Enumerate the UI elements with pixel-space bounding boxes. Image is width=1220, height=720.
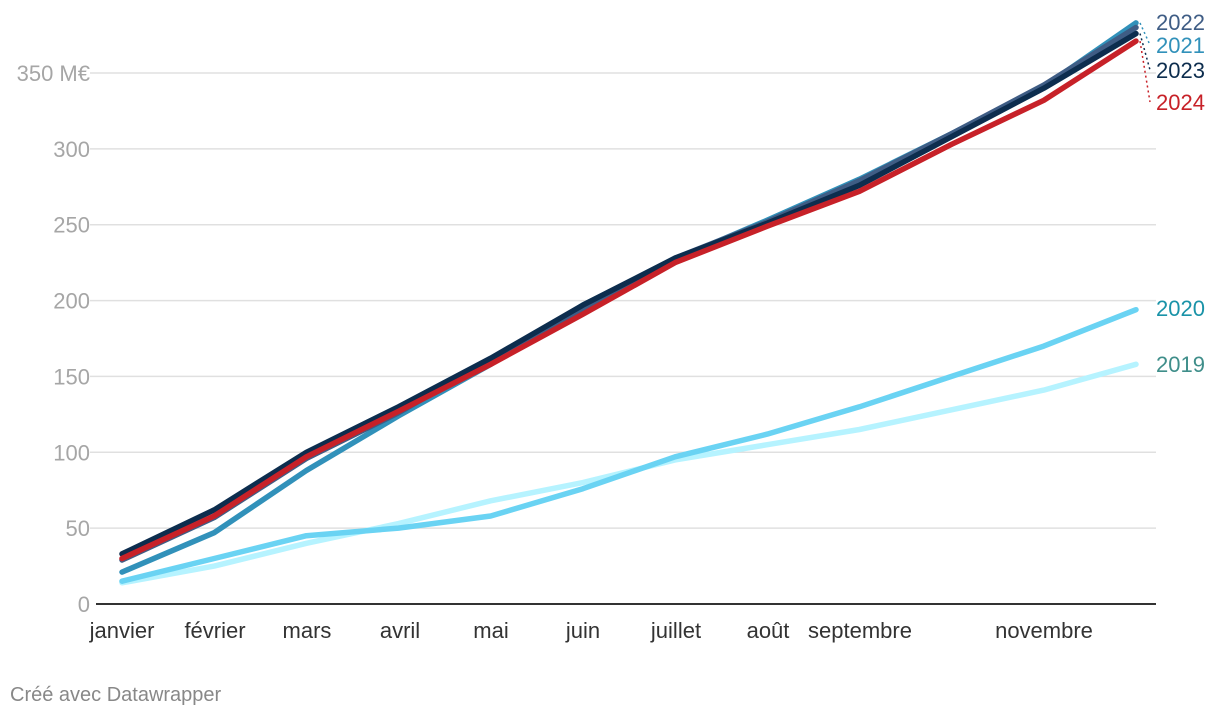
y-tick-label: 200: [53, 289, 90, 314]
label-leaders: [1139, 22, 1151, 103]
x-tick-label: mai: [473, 618, 508, 643]
x-axis-labels: janvier février mars avril mai juin juillet aoû…: [89, 618, 1093, 643]
label-leader-2021: [1139, 22, 1151, 46]
series-label-2019: 2019: [1156, 352, 1205, 377]
x-tick-label: mars: [283, 618, 332, 643]
x-tick-label: novembre: [995, 618, 1093, 643]
series-label-2020: 2020: [1156, 296, 1205, 321]
y-tick-label: 100: [53, 440, 90, 465]
x-tick-label: septembre: [808, 618, 912, 643]
series-label-2022: 2022: [1156, 10, 1205, 35]
label-leader-2023: [1139, 33, 1151, 71]
y-tick-label: 300: [53, 137, 90, 162]
y-axis-labels: 0 50 100 150 200 250 300 350 M€: [17, 61, 90, 617]
y-tick-label: 50: [66, 516, 90, 541]
x-tick-label: janvier: [89, 618, 155, 643]
series-label-2023: 2023: [1156, 58, 1205, 83]
grid: [90, 72, 1156, 605]
series-line-2020: [119, 306, 1139, 584]
x-tick-label: août: [747, 618, 790, 643]
x-tick-label: juillet: [650, 618, 701, 643]
series-line-2024: [119, 38, 1139, 562]
series-line-2023: [119, 30, 1139, 557]
y-tick-label: 0: [78, 592, 90, 617]
x-tick-label: avril: [380, 618, 420, 643]
x-tick-label: juin: [565, 618, 600, 643]
series-lines: [119, 20, 1139, 586]
y-tick-label: 350 M€: [17, 61, 90, 86]
label-leader-2024: [1139, 41, 1151, 103]
series-line-2021: [119, 20, 1139, 575]
credit-text: Créé avec Datawrapper: [10, 684, 222, 706]
y-tick-label: 250: [53, 213, 90, 238]
x-tick-label: février: [184, 618, 245, 643]
y-tick-label: 150: [53, 364, 90, 389]
series-label-2024: 2024: [1156, 90, 1205, 115]
series-label-2021: 2021: [1156, 33, 1205, 58]
